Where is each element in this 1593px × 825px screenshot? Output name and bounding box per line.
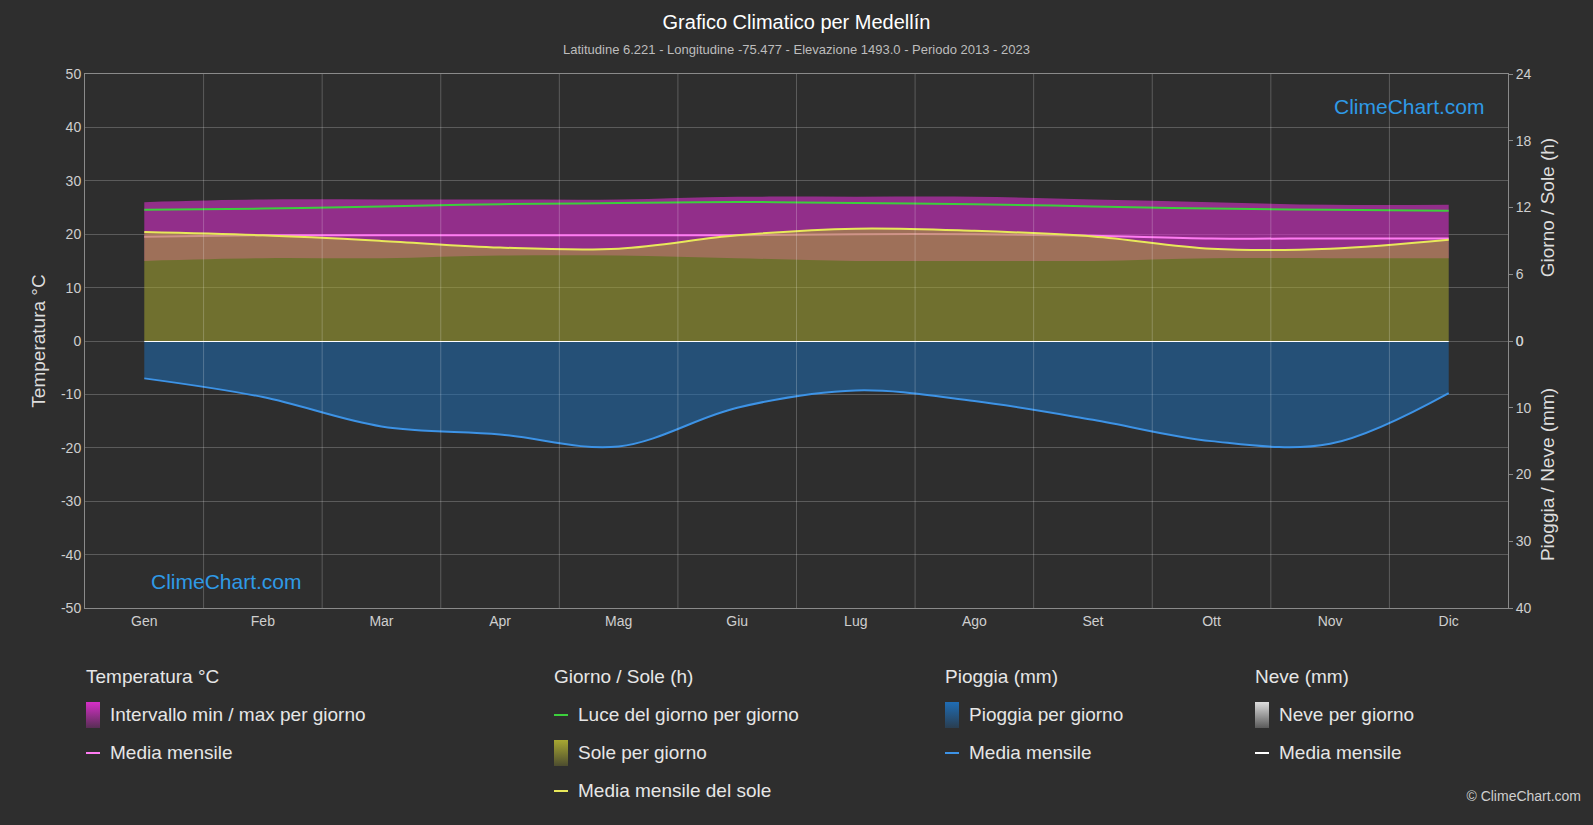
svg-text:Apr: Apr (489, 613, 511, 629)
svg-text:0: 0 (1516, 333, 1524, 349)
html-text:Media mensile: Media mensile (969, 742, 1092, 763)
svg-text:-10: -10 (61, 386, 81, 402)
svg-text:20: 20 (1516, 466, 1532, 482)
html-text:Giorno / Sole (h): Giorno / Sole (h) (554, 666, 694, 687)
html-text:Media mensile: Media mensile (1279, 742, 1402, 763)
svg-text:20: 20 (66, 226, 82, 242)
html-text:Pioggia (mm): Pioggia (mm) (945, 666, 1058, 687)
svg-text:40: 40 (1516, 600, 1532, 616)
svg-text:24: 24 (1516, 66, 1532, 82)
svg-text:Lug: Lug (844, 613, 867, 629)
svg-text:Mag: Mag (605, 613, 632, 629)
svg-text:10: 10 (66, 280, 82, 296)
svg-text:-30: -30 (61, 493, 81, 509)
svg-text:Nov: Nov (1318, 613, 1343, 629)
svg-text:Temperatura °C: Temperatura °C (28, 274, 49, 407)
svg-text:Ago: Ago (962, 613, 987, 629)
svg-text:Grafico Climatico per Medellín: Grafico Climatico per Medellín (663, 11, 931, 33)
svg-text:Giu: Giu (726, 613, 748, 629)
svg-text:10: 10 (1516, 400, 1532, 416)
svg-text:-50: -50 (61, 600, 81, 616)
svg-text:6: 6 (1516, 266, 1524, 282)
svg-text:18: 18 (1516, 133, 1532, 149)
svg-text:ClimeChart.com: ClimeChart.com (1334, 95, 1485, 118)
svg-text:30: 30 (1516, 533, 1532, 549)
svg-text:Gen: Gen (131, 613, 157, 629)
svg-text:50: 50 (66, 66, 82, 82)
svg-text:Feb: Feb (251, 613, 275, 629)
svg-text:Pioggia / Neve (mm): Pioggia / Neve (mm) (1537, 388, 1558, 561)
html-text:Sole per giorno: Sole per giorno (578, 742, 707, 763)
svg-text:Latitudine 6.221 - Longitudine: Latitudine 6.221 - Longitudine -75.477 -… (563, 42, 1030, 57)
svg-text:ClimeChart.com: ClimeChart.com (151, 570, 302, 593)
svg-text:Set: Set (1082, 613, 1103, 629)
svg-text:Ott: Ott (1202, 613, 1221, 629)
svg-text:30: 30 (66, 173, 82, 189)
svg-text:-20: -20 (61, 440, 81, 456)
html-text:Media mensile: Media mensile (110, 742, 233, 763)
svg-text:Mar: Mar (369, 613, 393, 629)
html-text:Temperatura °C: Temperatura °C (86, 666, 220, 687)
html-text:Pioggia per giorno: Pioggia per giorno (969, 704, 1124, 725)
svg-text:40: 40 (66, 119, 82, 135)
html-text:Luce del giorno per giorno: Luce del giorno per giorno (578, 704, 799, 725)
svg-text:Dic: Dic (1439, 613, 1459, 629)
svg-text:0: 0 (1516, 333, 1524, 349)
svg-text:12: 12 (1516, 199, 1532, 215)
svg-text:Giorno / Sole (h): Giorno / Sole (h) (1537, 138, 1558, 277)
html-text:© ClimeChart.com: © ClimeChart.com (1466, 788, 1581, 804)
svg-text:0: 0 (73, 333, 81, 349)
html-text:Media mensile del sole: Media mensile del sole (578, 780, 772, 801)
html-text:Neve per giorno: Neve per giorno (1279, 704, 1415, 725)
svg-text:-40: -40 (61, 547, 81, 563)
html-text:Intervallo min / max per giorn: Intervallo min / max per giorno (110, 704, 366, 725)
html-text:Neve (mm): Neve (mm) (1255, 666, 1349, 687)
